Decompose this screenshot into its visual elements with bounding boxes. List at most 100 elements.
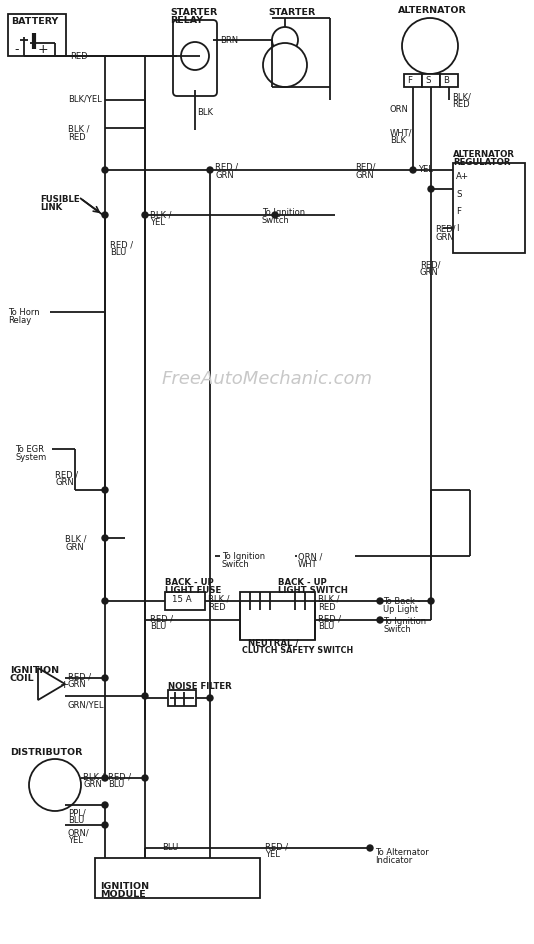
Circle shape <box>207 167 213 173</box>
Bar <box>95 858 260 898</box>
Text: RED/: RED/ <box>355 163 375 172</box>
Bar <box>8 14 66 56</box>
Bar <box>168 690 196 706</box>
Circle shape <box>102 675 108 681</box>
Text: RED: RED <box>68 133 85 142</box>
Text: RED /: RED / <box>110 240 133 249</box>
Text: GRN: GRN <box>355 171 374 180</box>
Text: RED/: RED/ <box>435 225 456 234</box>
Text: GRN: GRN <box>65 543 84 552</box>
Text: S: S <box>425 76 430 85</box>
Text: BLK/YEL: BLK/YEL <box>68 95 102 104</box>
Text: GRN: GRN <box>420 268 439 277</box>
Text: STARTER: STARTER <box>268 8 315 17</box>
Text: RED /: RED / <box>215 163 238 172</box>
Text: BLK: BLK <box>197 108 213 117</box>
Text: To Ignition: To Ignition <box>222 552 265 561</box>
Circle shape <box>410 167 416 173</box>
Text: To Back -: To Back - <box>383 597 420 606</box>
Bar <box>440 74 458 87</box>
Text: ALTERNATOR: ALTERNATOR <box>453 150 515 159</box>
Circle shape <box>263 43 307 87</box>
Text: RED: RED <box>208 603 226 612</box>
Circle shape <box>29 759 81 811</box>
Circle shape <box>142 693 148 699</box>
Text: ALTERNATOR: ALTERNATOR <box>398 6 467 15</box>
Circle shape <box>207 695 213 701</box>
Text: BRN: BRN <box>220 36 238 45</box>
Text: RELAY: RELAY <box>170 16 203 25</box>
Text: RED /: RED / <box>68 672 91 681</box>
Text: RED /: RED / <box>55 470 78 479</box>
Text: BLU: BLU <box>108 780 124 789</box>
Text: IGNITION: IGNITION <box>10 666 59 675</box>
Text: FreeAutoMechanic.com: FreeAutoMechanic.com <box>161 370 373 388</box>
Text: ORN/: ORN/ <box>68 828 90 837</box>
FancyBboxPatch shape <box>173 20 217 96</box>
Text: Indicator: Indicator <box>375 856 412 865</box>
Text: BACK - UP: BACK - UP <box>165 578 214 587</box>
Polygon shape <box>38 668 65 700</box>
Text: +: + <box>38 43 49 56</box>
Circle shape <box>367 845 373 851</box>
Text: GRN: GRN <box>55 478 74 487</box>
Circle shape <box>142 212 148 218</box>
Bar <box>453 163 525 253</box>
Text: WHT/: WHT/ <box>390 128 412 137</box>
Text: YEL: YEL <box>265 850 280 859</box>
Circle shape <box>102 775 108 781</box>
Text: Relay: Relay <box>8 316 32 325</box>
Text: BLK /: BLK / <box>208 595 230 604</box>
Circle shape <box>102 802 108 808</box>
Text: RED: RED <box>452 100 469 109</box>
Text: BLU: BLU <box>318 622 334 631</box>
Circle shape <box>102 598 108 604</box>
Text: Switch: Switch <box>383 625 411 634</box>
Text: BLK /: BLK / <box>318 595 340 604</box>
Text: REGULATOR: REGULATOR <box>453 158 511 167</box>
Bar <box>240 592 315 640</box>
Text: ORN: ORN <box>390 105 409 114</box>
Text: BLU: BLU <box>150 622 166 631</box>
Text: GRN: GRN <box>83 780 102 789</box>
Text: GRN: GRN <box>435 233 454 242</box>
Circle shape <box>272 212 278 218</box>
Text: To Ignition: To Ignition <box>383 617 426 626</box>
Text: CLUTCH SAFETY SWITCH: CLUTCH SAFETY SWITCH <box>242 646 354 655</box>
Text: BLK /: BLK / <box>65 535 87 544</box>
Text: +: + <box>60 680 69 690</box>
Text: -: - <box>14 43 19 56</box>
Text: LIGHT FUSE: LIGHT FUSE <box>165 586 221 595</box>
Text: BLU: BLU <box>162 843 178 852</box>
Circle shape <box>102 167 108 173</box>
Text: System: System <box>15 453 46 462</box>
Circle shape <box>102 535 108 541</box>
Text: RED /: RED / <box>265 842 288 851</box>
Text: MODULE: MODULE <box>100 890 146 899</box>
Circle shape <box>102 822 108 828</box>
Text: S: S <box>456 190 461 199</box>
Circle shape <box>272 27 298 53</box>
Text: Switch: Switch <box>262 216 290 225</box>
Text: To Horn: To Horn <box>8 308 40 317</box>
Text: F: F <box>456 207 461 216</box>
Text: F: F <box>407 76 412 85</box>
Circle shape <box>102 487 108 493</box>
Circle shape <box>402 18 458 74</box>
Text: GRN/YEL: GRN/YEL <box>68 700 105 709</box>
Text: A+: A+ <box>456 172 469 181</box>
Text: RED /: RED / <box>150 614 173 623</box>
Text: BACK - UP: BACK - UP <box>278 578 327 587</box>
Text: FUSIBLE: FUSIBLE <box>40 195 80 204</box>
Text: RED: RED <box>70 52 88 61</box>
Text: To EGR: To EGR <box>15 445 44 454</box>
Text: YEL: YEL <box>68 836 83 845</box>
Text: To Alternator: To Alternator <box>375 848 429 857</box>
Text: BLU: BLU <box>110 248 126 257</box>
Circle shape <box>102 212 108 218</box>
Text: RED: RED <box>318 603 336 612</box>
Text: Switch: Switch <box>222 560 250 569</box>
Circle shape <box>142 775 148 781</box>
Text: BLK: BLK <box>390 136 406 145</box>
Text: RED /: RED / <box>318 614 341 623</box>
